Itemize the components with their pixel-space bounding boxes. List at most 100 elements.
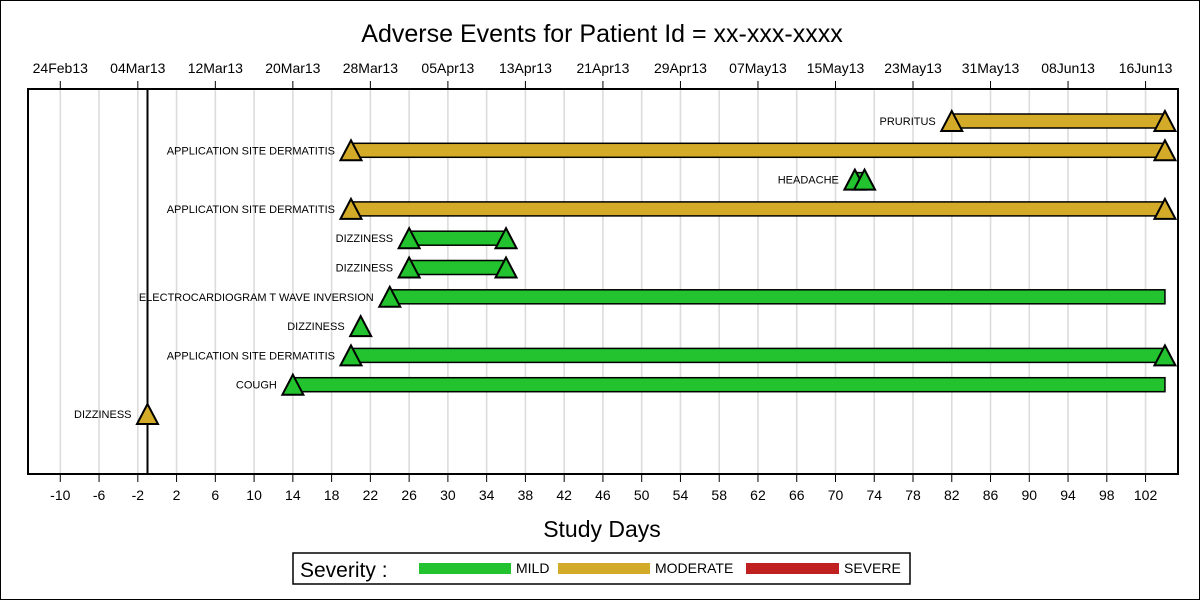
event-label: DIZZINESS [74,409,131,421]
day-tick-label: 22 [363,487,379,503]
event-marker [939,108,964,132]
event-marker [1152,108,1178,132]
event-marker [493,226,519,250]
event-label: APPLICATION SITE DERMATITIS [167,204,335,216]
day-tick-label: 86 [983,487,999,503]
event-marker [1152,343,1178,367]
day-tick-label: 102 [1134,487,1158,503]
event-marker [135,401,160,425]
event-marker [338,196,364,220]
date-axis: 24Feb13 04Mar13 12Mar13 20Mar13 28Mar13 05Apr… [33,60,1173,89]
event-label: DIZZINESS [336,263,393,275]
event-bar [389,289,1166,305]
event-row: PRURITUS [880,108,1178,132]
day-tick-label: 46 [595,487,611,503]
event-bar [408,259,507,276]
event-marker [396,226,422,250]
date-tick-label: 28Mar13 [343,60,398,76]
event-bar [350,201,1166,217]
event-row: APPLICATION SITE DERMATITIS [167,196,1178,220]
event-row: APPLICATION SITE DERMATITIS [167,343,1178,367]
date-tick-label: 05Apr13 [421,60,474,76]
date-tick-label: 31May13 [962,60,1020,76]
event-row: DIZZINESS [287,313,373,338]
legend-item-label: MILD [516,560,549,576]
day-tick-label: 26 [401,487,417,503]
date-tick-label: 24Feb13 [33,60,88,76]
event-bar [408,230,507,246]
date-tick-label: 15May13 [807,60,865,76]
legend-title: Severity : [300,559,388,582]
day-tick-label: 94 [1060,487,1076,503]
event-label: APPLICATION SITE DERMATITIS [167,145,335,157]
severity-legend: Severity : MILD MODERATE SEVERE [292,552,911,585]
legend-item-label: MODERATE [655,560,733,576]
event-label: DIZZINESS [287,321,344,333]
event-label: COUGH [236,380,277,392]
event-row: HEADACHE [778,167,877,191]
day-tick-label: 58 [711,487,727,503]
event-marker [280,372,306,396]
date-tick-label: 08Jun13 [1041,60,1095,76]
date-tick-label: 21Apr13 [576,60,629,76]
event-marker [348,313,373,338]
day-tick-label: -10 [50,487,70,503]
legend-item-label: SEVERE [844,560,901,576]
date-tick-label: 29Apr13 [654,60,707,76]
date-tick-label: 12Mar13 [188,60,243,76]
legend-swatch [746,563,839,574]
event-marker [377,284,402,308]
day-tick-label: -2 [132,487,145,503]
day-tick-label: 6 [211,487,219,503]
day-tick-label: 62 [750,487,766,503]
day-tick-label: 70 [828,487,844,503]
event-bar [350,347,1166,364]
event-bar [350,142,1166,159]
day-tick-label: 38 [518,487,534,503]
event-marker [338,343,364,367]
legend-swatch [419,563,511,574]
day-tick-label: 10 [246,487,262,503]
day-tick-label: 74 [866,487,882,503]
day-tick-label: 14 [285,487,301,503]
day-tick-label: 50 [634,487,650,503]
event-bar [951,113,1166,129]
day-tick-label: 78 [905,487,921,503]
event-row: DIZZINESS [74,401,160,425]
date-tick-label: 23May13 [884,60,942,76]
event-marker [1152,138,1178,162]
day-tick-label: 18 [324,487,340,503]
event-label: APPLICATION SITE DERMATITIS [167,350,335,362]
event-marker [493,255,519,279]
event-label: DIZZINESS [336,233,393,245]
chart-title: Adverse Events for Patient Id = xx-xxx-x… [361,20,843,48]
event-row: APPLICATION SITE DERMATITIS [167,138,1178,162]
event-row: COUGH [236,372,1166,396]
event-label: PRURITUS [880,116,936,128]
x-axis-label: Study Days [543,516,661,542]
event-marker [852,167,877,191]
day-tick-label: 42 [556,487,572,503]
day-tick-label: 90 [1022,487,1038,503]
day-tick-label: 34 [479,487,495,503]
day-tick-label: 66 [789,487,805,503]
date-tick-label: 20Mar13 [265,60,320,76]
event-row: DIZZINESS [336,255,519,279]
event-marker [1152,196,1178,220]
event-row: ELECTROCARDIOGRAM T WAVE INVERSION [139,284,1166,308]
event-marker [338,138,364,162]
day-tick-label: 54 [673,487,689,503]
event-bar [292,376,1166,393]
day-tick-label: 30 [440,487,456,503]
event-row: DIZZINESS [336,226,519,250]
plot-area: PRURITUS APPLICATION SITE DERMATITIS HEADA… [27,88,1179,475]
date-tick-label: 16Jun13 [1119,60,1173,76]
date-tick-label: 13Apr13 [499,60,552,76]
legend-swatch [558,563,650,574]
day-tick-label: -6 [93,487,106,503]
date-tick-label: 07May13 [729,60,787,76]
day-axis: -10 -6 -2 2 6 10 14 18 22 26 30 34 38 42 46 50 54 58 62 66 7… [50,474,1157,503]
event-label: ELECTROCARDIOGRAM T WAVE INVERSION [139,292,374,304]
day-tick-label: 82 [944,487,960,503]
